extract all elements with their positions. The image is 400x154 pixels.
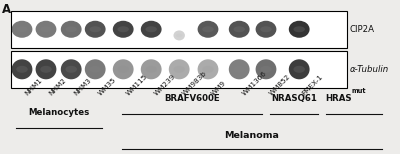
Text: NHM1: NHM1: [24, 77, 44, 97]
Ellipse shape: [85, 59, 106, 79]
Ellipse shape: [260, 26, 272, 32]
Ellipse shape: [85, 21, 106, 38]
Text: NHM2: NHM2: [48, 77, 68, 97]
Ellipse shape: [36, 59, 56, 79]
Ellipse shape: [198, 21, 218, 38]
Ellipse shape: [174, 66, 185, 73]
Ellipse shape: [113, 21, 134, 38]
Text: Melanocytes: Melanocytes: [28, 108, 90, 117]
Text: WM35: WM35: [97, 76, 118, 97]
Ellipse shape: [202, 26, 214, 32]
Ellipse shape: [294, 26, 305, 32]
Bar: [11, 51, 347, 88]
Text: WM115: WM115: [125, 73, 149, 97]
Text: HRAS: HRAS: [325, 94, 352, 103]
Ellipse shape: [12, 21, 32, 38]
Text: NRASQ61: NRASQ61: [271, 94, 317, 103]
Ellipse shape: [90, 26, 101, 32]
Ellipse shape: [260, 66, 272, 73]
Ellipse shape: [294, 66, 305, 73]
Ellipse shape: [66, 26, 77, 32]
Text: mut: mut: [352, 88, 366, 94]
Ellipse shape: [234, 66, 245, 73]
Ellipse shape: [146, 26, 157, 32]
Ellipse shape: [40, 26, 52, 32]
Ellipse shape: [229, 21, 250, 38]
Text: WM1366: WM1366: [241, 70, 268, 97]
Ellipse shape: [169, 59, 190, 79]
Ellipse shape: [289, 21, 310, 38]
Ellipse shape: [141, 21, 162, 38]
Ellipse shape: [40, 66, 52, 73]
Ellipse shape: [118, 66, 129, 73]
Ellipse shape: [141, 59, 162, 79]
Text: BRAFV600E: BRAFV600E: [164, 94, 220, 103]
Text: Melanoma: Melanoma: [224, 131, 280, 140]
Ellipse shape: [12, 59, 32, 79]
Ellipse shape: [36, 21, 56, 38]
Text: CIP2A: CIP2A: [350, 25, 375, 34]
Ellipse shape: [16, 26, 28, 32]
Text: WM9: WM9: [210, 80, 227, 97]
Ellipse shape: [66, 66, 77, 73]
Text: A: A: [2, 3, 11, 16]
Ellipse shape: [16, 66, 28, 73]
Ellipse shape: [256, 59, 276, 79]
Ellipse shape: [234, 26, 245, 32]
Ellipse shape: [176, 34, 182, 37]
Ellipse shape: [113, 59, 134, 79]
Ellipse shape: [198, 59, 218, 79]
Ellipse shape: [61, 21, 82, 38]
Ellipse shape: [146, 66, 157, 73]
Text: α-Tubulin: α-Tubulin: [350, 65, 389, 74]
Text: WM983b: WM983b: [181, 70, 208, 97]
Text: NHM3: NHM3: [73, 77, 93, 97]
Ellipse shape: [202, 66, 214, 73]
Text: WM239: WM239: [153, 73, 177, 97]
Ellipse shape: [90, 66, 101, 73]
Ellipse shape: [61, 59, 82, 79]
Ellipse shape: [118, 26, 129, 32]
Text: FMEX-1: FMEX-1: [301, 73, 324, 97]
Ellipse shape: [229, 59, 250, 79]
Ellipse shape: [174, 30, 185, 40]
Bar: [11, 11, 347, 48]
Ellipse shape: [289, 59, 310, 79]
Text: WM852: WM852: [268, 73, 292, 97]
Ellipse shape: [256, 21, 276, 38]
